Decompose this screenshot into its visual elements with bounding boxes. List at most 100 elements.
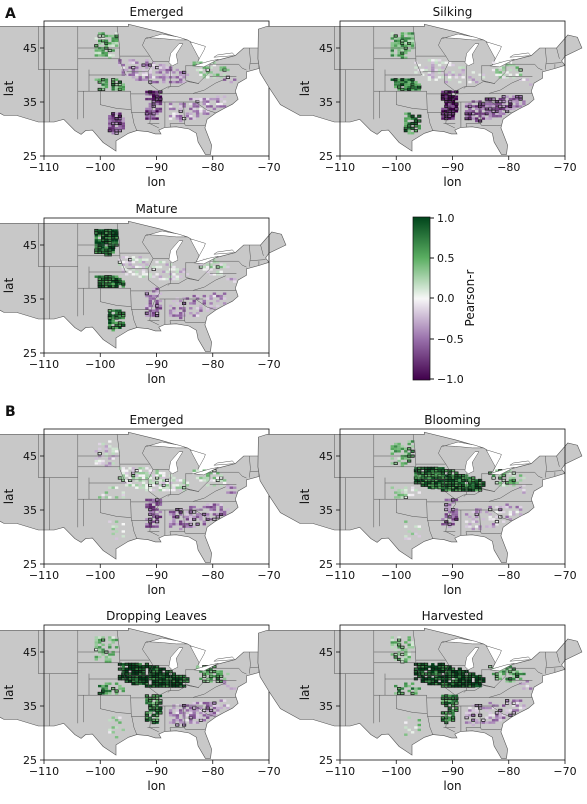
county-cell	[105, 234, 108, 236]
county-cell	[186, 115, 189, 117]
county-cell	[203, 266, 206, 268]
county-cell	[414, 477, 417, 479]
county-cell	[414, 66, 417, 68]
county-cell	[118, 687, 121, 689]
county-cell	[139, 261, 142, 263]
county-cell	[424, 673, 427, 675]
county-cell	[397, 457, 400, 459]
county-cell	[512, 474, 515, 476]
x-tick-label: −100	[381, 161, 411, 174]
county-cell	[472, 110, 475, 112]
county-cell	[162, 69, 165, 71]
county-cell	[105, 52, 108, 54]
county-cell	[428, 673, 431, 675]
county-cell	[408, 530, 411, 532]
county-cell	[115, 310, 118, 312]
county-cell	[516, 511, 519, 513]
county-cell	[404, 494, 407, 496]
county-cell	[108, 731, 111, 733]
county-cell	[451, 680, 454, 682]
county-cell	[139, 470, 142, 472]
county-cell	[445, 487, 448, 489]
county-cell	[445, 504, 448, 506]
county-cell	[169, 525, 172, 527]
county-cell	[206, 113, 209, 115]
county-cell	[155, 484, 158, 486]
county-cell	[128, 482, 131, 484]
county-cell	[448, 678, 451, 680]
county-cell	[112, 457, 115, 459]
county-cell	[105, 448, 108, 450]
county-cell	[135, 477, 138, 479]
county-cell	[166, 685, 169, 687]
county-cell	[206, 479, 209, 481]
county-cell	[112, 49, 115, 51]
county-cell	[441, 62, 444, 64]
county-cell	[176, 271, 179, 273]
county-cell	[101, 494, 104, 496]
county-cell	[176, 117, 179, 119]
county-cell	[526, 685, 529, 687]
county-cell	[424, 678, 427, 680]
county-cell	[142, 259, 145, 261]
county-cell	[172, 513, 175, 515]
county-cell	[108, 312, 111, 314]
county-cell	[105, 685, 108, 687]
county-cell	[152, 678, 155, 680]
county-cell	[472, 71, 475, 73]
county-cell	[455, 683, 458, 685]
county-cell	[485, 721, 488, 723]
county-cell	[108, 117, 111, 119]
county-cell	[155, 673, 158, 675]
county-cell	[418, 125, 421, 127]
county-cell	[220, 506, 223, 508]
county-cell	[522, 103, 525, 105]
county-cell	[145, 504, 148, 506]
x-tick-label: −80	[201, 161, 224, 174]
county-cell	[414, 687, 417, 689]
county-cell	[122, 314, 125, 316]
county-cell	[203, 103, 206, 105]
county-cell	[465, 714, 468, 716]
county-cell	[516, 700, 519, 702]
county-cell	[172, 521, 175, 523]
county-cell	[428, 678, 431, 680]
county-cell	[112, 242, 115, 244]
county-cell	[445, 700, 448, 702]
county-cell	[105, 249, 108, 251]
county-cell	[203, 268, 206, 270]
county-cell	[397, 86, 400, 88]
county-cell	[472, 528, 475, 530]
county-cell	[448, 675, 451, 677]
county-cell	[401, 462, 404, 464]
county-cell	[118, 280, 121, 282]
county-cell	[502, 66, 505, 68]
county-cell	[418, 663, 421, 665]
county-cell	[105, 237, 108, 239]
county-cell	[411, 83, 414, 85]
county-cell	[458, 66, 461, 68]
county-cell	[115, 83, 118, 85]
county-cell	[522, 100, 525, 102]
county-cell	[216, 709, 219, 711]
county-cell	[475, 675, 478, 677]
county-cell	[462, 69, 465, 71]
county-cell	[418, 127, 421, 129]
county-cell	[411, 533, 414, 535]
county-cell	[516, 69, 519, 71]
county-cell	[149, 484, 152, 486]
county-cell	[118, 675, 121, 677]
county-cell	[193, 721, 196, 723]
y-tick-label: 45	[23, 42, 37, 55]
county-cell	[495, 704, 498, 706]
county-cell	[166, 479, 169, 481]
county-cell	[478, 120, 481, 122]
county-cell	[152, 310, 155, 312]
county-cell	[397, 641, 400, 643]
y-tick-label: 35	[319, 504, 333, 517]
county-cell	[145, 666, 148, 668]
county-cell	[199, 310, 202, 312]
county-cell	[435, 467, 438, 469]
county-cell	[478, 508, 481, 510]
county-cell	[475, 117, 478, 119]
